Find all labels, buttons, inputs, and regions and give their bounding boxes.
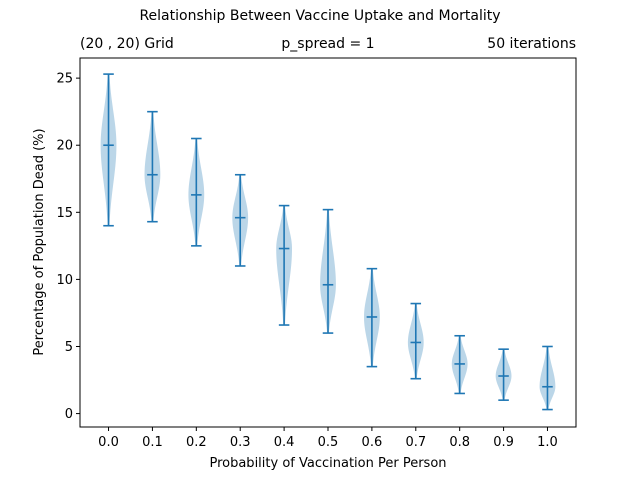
x-tick-label: 0.2 [186,435,207,450]
y-tick-label: 5 [65,340,73,355]
x-tick-label: 1.0 [537,435,558,450]
y-axis-label: Percentage of Population Dead (%) [32,128,47,355]
x-tick-label: 0.1 [142,435,163,450]
p-spread-annotation: p_spread = 1 [281,36,375,52]
stat-marks-layer [103,73,553,411]
y-tick-label: 25 [56,72,73,87]
x-tick-label: 0.0 [98,435,119,450]
y-axis: 0 5 10 15 20 25 [56,72,80,422]
chart-title: Relationship Between Vaccine Uptake and … [139,8,501,24]
x-tick-label: 0.6 [362,435,383,450]
x-tick-label: 0.5 [318,435,339,450]
x-tick-label: 0.7 [405,435,426,450]
x-tick-label: 0.8 [449,435,470,450]
y-tick-label: 15 [56,206,73,221]
iterations-annotation: 50 iterations [487,36,576,52]
y-tick-label: 20 [56,139,73,154]
y-tick-label: 10 [56,273,73,288]
x-tick-label: 0.4 [274,435,295,450]
x-tick-label: 0.9 [493,435,514,450]
x-axis: 0.0 0.1 0.2 0.3 0.4 0.5 0.6 0.7 0.8 0.9 1.0 [98,427,558,450]
x-axis-label: Probability of Vaccination Per Person [209,456,446,471]
grid-size-annotation: (20 , 20) Grid [80,36,174,52]
y-tick-label: 0 [65,407,73,422]
x-tick-label: 0.3 [230,435,251,450]
